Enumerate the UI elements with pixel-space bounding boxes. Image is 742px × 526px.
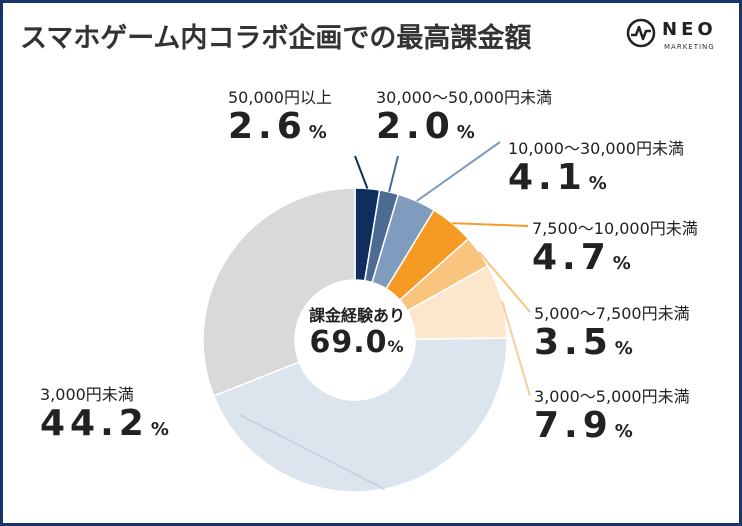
category-label: 50,000円以上: [228, 88, 332, 107]
value-label: 2.0: [376, 106, 455, 147]
brand-logo: NEO MARKETING: [626, 18, 726, 58]
value-label: 4.7: [532, 237, 611, 278]
leader-line: [388, 155, 399, 193]
category-label: 10,000～30,000円未満: [508, 139, 684, 158]
center-value-row: 69.0%: [301, 326, 413, 359]
logo-name: NEO: [662, 19, 717, 40]
value-row: 44.2%: [40, 405, 174, 443]
leader-line: [239, 414, 385, 491]
unit-label: %: [150, 419, 174, 440]
center-summary: 課金経験あり 69.0%: [301, 302, 413, 359]
leader-line: [478, 251, 531, 313]
label-3000-5000: 3,000～5,000円未満 7.9%: [534, 383, 690, 445]
value-row: 2.0%: [376, 108, 552, 146]
center-unit: %: [387, 337, 405, 356]
leader-line: [354, 155, 369, 189]
leader-line: [416, 141, 501, 202]
logo-tagline: MARKETING: [664, 43, 715, 51]
category-label: 7,500～10,000円未満: [532, 219, 698, 238]
label-7500-10000: 7,500～10,000円未満 4.7%: [532, 215, 698, 277]
donut-hole: [296, 281, 414, 399]
value-label: 2.6: [228, 106, 307, 147]
center-value: 69.0: [309, 325, 388, 360]
label-30000-50000: 30,000～50,000円未満 2.0%: [376, 84, 552, 146]
unit-label: %: [614, 338, 638, 359]
value-row: 3.5%: [534, 324, 690, 362]
unit-label: %: [588, 173, 612, 194]
category-label: 30,000～50,000円未満: [376, 88, 552, 107]
category-label: 3,000～5,000円未満: [534, 387, 690, 406]
value-row: 4.1%: [508, 159, 684, 197]
value-label: 3.5: [534, 322, 613, 363]
pulse-line-icon: [626, 18, 656, 48]
value-label: 44.2: [40, 403, 149, 444]
category-label: 3,000円未満: [40, 385, 134, 404]
label-50000-plus: 50,000円以上 2.6%: [228, 84, 332, 146]
category-label: 5,000～7,500円未満: [534, 304, 690, 323]
leader-line: [452, 222, 529, 227]
label-10000-30000: 10,000～30,000円未満 4.1%: [508, 135, 684, 197]
leader-line: [500, 300, 531, 397]
unit-label: %: [308, 122, 332, 143]
value-row: 4.7%: [532, 239, 698, 277]
donut-slice: [202, 187, 356, 397]
value-label: 4.1: [508, 157, 587, 198]
unit-label: %: [612, 253, 636, 274]
unit-label: %: [456, 122, 480, 143]
value-row: 2.6%: [228, 108, 332, 146]
value-label: 7.9: [534, 405, 613, 446]
unit-label: %: [614, 421, 638, 442]
value-row: 7.9%: [534, 407, 690, 445]
label-5000-7500: 5,000～7,500円未満 3.5%: [534, 300, 690, 362]
center-label: 課金経験あり: [308, 306, 405, 325]
donut-slice: [212, 337, 508, 493]
chart-title: スマホゲーム内コラボ企画での最高課金額: [20, 23, 532, 54]
label-under-3000: 3,000円未満 44.2%: [40, 381, 174, 443]
